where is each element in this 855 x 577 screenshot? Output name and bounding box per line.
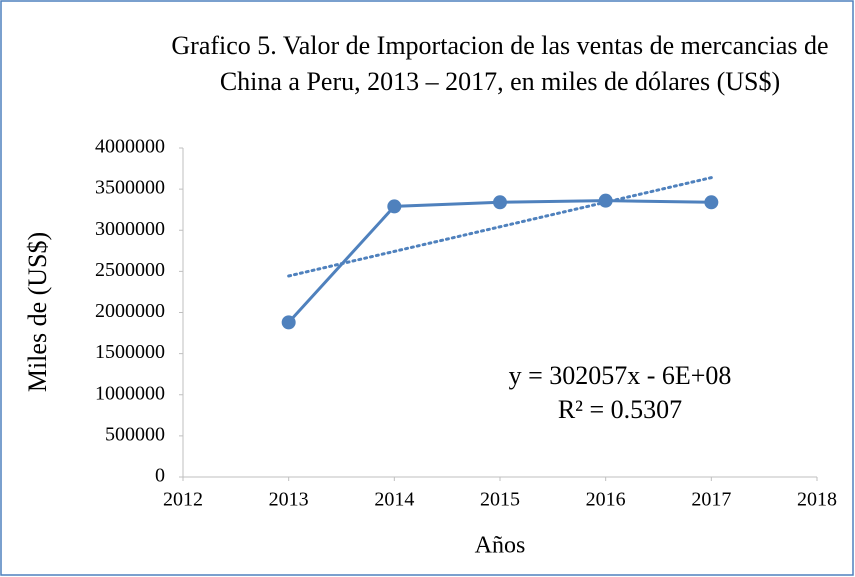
y-tick-label: 3000000: [95, 218, 165, 240]
trend-equation: y = 302057x - 6E+08: [509, 361, 732, 390]
y-tick-label: 2500000: [95, 259, 165, 281]
y-tick-label: 1000000: [95, 382, 165, 404]
y-tick-label: 4000000: [95, 136, 165, 158]
y-tick-label: 2000000: [95, 300, 165, 322]
data-point: [281, 315, 296, 330]
data-point: [493, 195, 507, 210]
x-tick-label: 2015: [480, 489, 520, 511]
y-axis-label: Miles de (US$): [23, 232, 52, 392]
data-point: [704, 195, 719, 210]
trend-r-squared: R² = 0.5307: [558, 395, 682, 424]
y-tick-label: 0: [155, 465, 165, 487]
x-tick-label: 2017: [691, 489, 731, 511]
x-tick-label: 2018: [797, 489, 837, 511]
trendline: [287, 176, 713, 278]
y-tick-label: 1500000: [95, 341, 165, 363]
x-axis-label: Años: [475, 533, 526, 559]
y-tick-label: 3500000: [95, 177, 165, 199]
x-tick-label: 2016: [586, 489, 626, 511]
x-tick-label: 2014: [374, 489, 414, 511]
x-tick-label: 2013: [269, 489, 309, 511]
chart-title: Grafico 5. Valor de Importacion de las v…: [171, 31, 829, 96]
data-point: [598, 193, 613, 208]
y-tick-label: 500000: [105, 423, 165, 445]
data-point: [387, 199, 402, 214]
x-tick-label: 2012: [163, 489, 203, 511]
